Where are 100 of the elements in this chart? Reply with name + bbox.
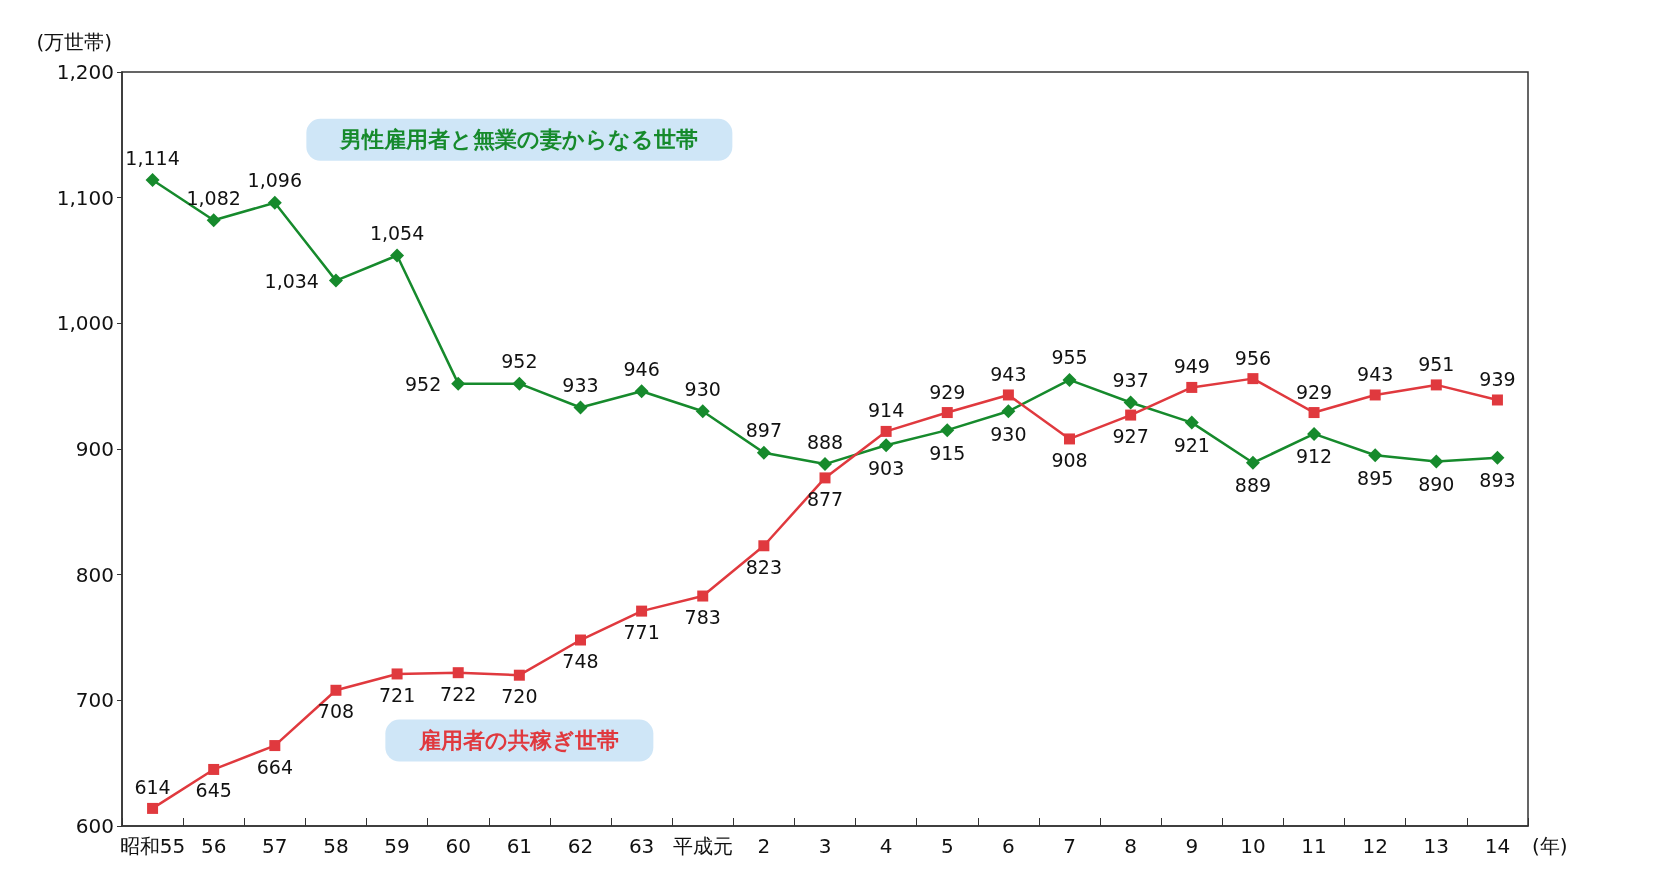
x-tick-label: 57 <box>262 834 288 858</box>
point <box>1369 389 1381 401</box>
y-tick-label: 800 <box>75 562 114 587</box>
x-axis-title: (年) <box>1532 834 1568 858</box>
point <box>451 376 466 391</box>
x-tick-label: 4 <box>879 834 893 858</box>
data-label: 771 <box>623 621 660 644</box>
point <box>1491 394 1503 406</box>
data-label: 645 <box>195 779 232 802</box>
x-tick-label: 10 <box>1240 834 1266 858</box>
x-tick-label: 61 <box>506 834 533 858</box>
data-label: 929 <box>929 380 966 403</box>
point <box>1064 433 1076 445</box>
data-label: 933 <box>562 374 599 397</box>
x-tick-label: 9 <box>1185 834 1199 858</box>
point <box>1429 454 1444 469</box>
data-label: 955 <box>1051 346 1088 369</box>
point <box>695 404 710 419</box>
point <box>1125 409 1137 421</box>
data-label: 952 <box>404 372 442 395</box>
point <box>1430 379 1442 391</box>
x-tick-label: 58 <box>323 834 349 858</box>
point <box>758 540 770 552</box>
point <box>1490 450 1505 465</box>
point <box>330 684 342 696</box>
point <box>1186 381 1198 393</box>
data-label: 951 <box>1418 352 1455 375</box>
data-label: 912 <box>1295 445 1333 468</box>
x-tick-label: 7 <box>1063 834 1076 858</box>
point <box>390 248 405 263</box>
x-tick-label: 11 <box>1301 834 1327 858</box>
data-label: 1,034 <box>264 269 319 292</box>
data-label: 930 <box>684 377 721 400</box>
y-tick-label: 1,000 <box>56 311 114 336</box>
data-label: 897 <box>745 419 782 442</box>
point <box>879 438 894 453</box>
x-tick-label: 59 <box>384 834 410 858</box>
data-label: 1,114 <box>125 146 180 169</box>
x-tick-label: 60 <box>445 834 471 858</box>
text: 男性雇用者と無業の妻からなる世帯 <box>339 127 699 153</box>
point <box>940 423 955 438</box>
data-label: 889 <box>1234 474 1272 497</box>
x-tick-label: 5 <box>940 834 954 858</box>
data-label: 664 <box>256 755 293 778</box>
x-tick-label: 12 <box>1362 834 1388 858</box>
data-label: 949 <box>1173 355 1210 378</box>
point <box>206 213 221 228</box>
x-tick-label: 6 <box>1002 834 1015 858</box>
data-label: 614 <box>134 776 171 799</box>
data-label: 930 <box>990 422 1027 445</box>
data-label: 721 <box>378 683 416 706</box>
data-label: 929 <box>1295 380 1333 403</box>
data-label: 943 <box>990 362 1027 385</box>
point <box>145 173 160 188</box>
data-label: 748 <box>562 650 599 673</box>
data-label: 708 <box>317 700 355 723</box>
point <box>756 445 771 460</box>
point <box>818 457 832 472</box>
text: 雇用者の共稼ぎ世帯 <box>418 728 620 754</box>
data-label: 1,096 <box>247 169 303 192</box>
y-axis-title: (万世帯) <box>36 30 112 54</box>
data-label: 939 <box>1479 367 1516 390</box>
point <box>574 634 586 646</box>
point <box>1247 373 1259 385</box>
data-label: 946 <box>623 357 660 380</box>
data-label: 943 <box>1357 362 1394 385</box>
x-tick-label: 14 <box>1484 834 1511 858</box>
x-tick-label: 2 <box>757 834 771 858</box>
point <box>636 605 648 617</box>
data-label: 937 <box>1112 369 1149 391</box>
y-tick-label: 700 <box>75 688 114 713</box>
point <box>513 669 525 681</box>
data-label: 956 <box>1234 346 1272 369</box>
point <box>1002 389 1014 401</box>
x-tick-label: 62 <box>567 834 594 858</box>
point <box>697 590 709 602</box>
data-label: 914 <box>868 399 905 422</box>
point <box>1001 404 1016 419</box>
point <box>1184 415 1199 430</box>
data-label: 888 <box>806 430 844 453</box>
data-label: 952 <box>501 350 538 373</box>
point <box>1245 455 1260 470</box>
point <box>941 407 953 419</box>
x-tick-label: 3 <box>818 834 832 858</box>
x-tick-label: 63 <box>628 834 655 858</box>
data-label: 915 <box>929 441 966 464</box>
data-label: 877 <box>806 487 844 510</box>
point <box>819 472 831 484</box>
point <box>880 425 892 437</box>
y-tick-label: 600 <box>75 814 114 838</box>
data-label: 1,054 <box>369 221 425 244</box>
x-tick-label: 8 <box>1124 834 1138 858</box>
data-label: 903 <box>868 456 905 479</box>
y-tick-label: 900 <box>75 437 114 461</box>
x-tick-label: 平成元 <box>672 834 733 858</box>
point <box>573 400 588 415</box>
data-label: 1,082 <box>186 186 241 209</box>
point <box>267 195 282 210</box>
data-label: 720 <box>501 685 538 708</box>
data-label: 921 <box>1173 434 1210 457</box>
